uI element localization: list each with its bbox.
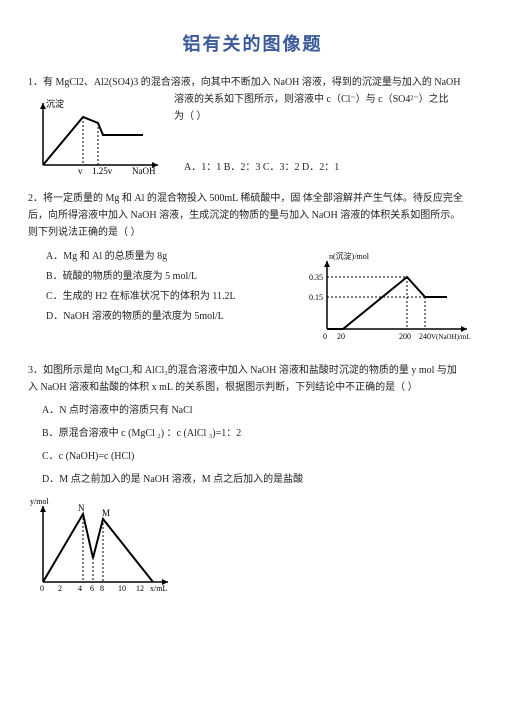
q3-ylabel: y/mol [30, 497, 49, 506]
q3-opt-d: D．M 点之前加入的是 NaOH 溶液，M 点之后加入的是盐酸 [42, 471, 477, 488]
q2-x-20: 20 [337, 332, 345, 341]
q3-x4: 4 [78, 584, 82, 593]
q3-chart: y/mol N M 0 2 4 6 8 10 12 x/mL [28, 494, 477, 594]
q3-x8: 8 [100, 584, 104, 593]
q3-lbl-n: N [78, 503, 85, 513]
q2-opt-b: B．硫酸的物质的量浓度为 5 mol/L [46, 267, 307, 287]
page-title: 铝有关的图像题 [28, 30, 477, 56]
q1-options: A．1：1 B．2：3 C．3：2 D．2：1 [184, 159, 449, 176]
q1-right-text: 溶液的关系如下图所示，则溶液中 c（Cl⁻）与 c（SO4²⁻）之比 为（ ） … [174, 91, 449, 176]
q3-x2: 2 [58, 584, 62, 593]
q1-line1: 1．有 MgCl2、Al2(SO4)3 的混合溶液，向其中不断加入 NaOH 溶… [28, 74, 477, 91]
q1-line3: 为（ ） [174, 108, 449, 125]
q1-tick-125v: 1.25v [92, 166, 113, 175]
q2-line3: 则下列说法正确的是（ ） [28, 224, 477, 241]
page: 铝有关的图像题 1．有 MgCl2、Al2(SO4)3 的混合溶液，向其中不断加… [0, 0, 505, 714]
q3-x10: 10 [118, 584, 126, 593]
q2-opt-d: D．NaOH 溶液的物质的量浓度为 5mol/L [46, 307, 307, 327]
q2-opt-c: C．生成的 H2 在标准状况下的体积为 11.2L [46, 287, 307, 307]
q3-options: A．N 点时溶液中的溶质只有 NaCl B．原混合溶液中 c (MgCl ₂) … [28, 402, 477, 488]
q3-line1: 3．如图所示是向 MgCl₂和 AlCl₃的混合溶液中加入 NaOH 溶液和盐酸… [28, 362, 477, 379]
q2-x-0: 0 [323, 332, 327, 341]
q3-opt-a: A．N 点时溶液中的溶质只有 NaCl [42, 402, 477, 419]
q3-opt-c: C．c (NaOH)=c (HCl) [42, 448, 477, 465]
q1-tick-v: v [78, 166, 83, 175]
q2-xlabel: V(NaOH)/mL [431, 333, 471, 341]
q3-opt-b: B．原混合溶液中 c (MgCl ₂) ：c (AlCl ₃)=1：2 [42, 425, 477, 442]
q2-ylabel: n(沉淀)/mol [329, 251, 370, 261]
q3-line2: 入 NaOH 溶液和盐酸的体积 x mL 的关系图，根据图示判断，下列结论中不正… [28, 379, 477, 396]
q3-x0: 0 [40, 584, 44, 593]
q3-lbl-m: M [102, 508, 110, 518]
q2-opt-a: A．Mg 和 Al 的总质量为 8g [46, 247, 307, 267]
q2-chart: n(沉淀)/mol 0.35 0.15 0 20 200 240 [307, 249, 477, 344]
q2-y-015: 0.15 [309, 293, 323, 302]
q3-x6: 6 [90, 584, 94, 593]
q2-x-200: 200 [399, 332, 411, 341]
q1-xlabel: NaOH [132, 166, 156, 175]
q3-xlabel: x/mL [150, 584, 167, 593]
question-3: 3．如图所示是向 MgCl₂和 AlCl₃的混合溶液中加入 NaOH 溶液和盐酸… [28, 362, 477, 594]
q3-x12: 12 [136, 584, 144, 593]
q2-x-240: 240 [419, 332, 431, 341]
question-2: 2．将一定质量的 Mg 和 Al 的混合物投入 500mL 稀硫酸中，固 体全部… [28, 190, 477, 344]
q1-line2: 溶液的关系如下图所示，则溶液中 c（Cl⁻）与 c（SO4²⁻）之比 [174, 91, 449, 108]
q1-ylabel: 沉淀 [46, 98, 64, 109]
question-1: 1．有 MgCl2、Al2(SO4)3 的混合溶液，向其中不断加入 NaOH 溶… [28, 74, 477, 176]
q2-options: A．Mg 和 Al 的总质量为 8g B．硫酸的物质的量浓度为 5 mol/L … [46, 247, 307, 344]
q2-y-035: 0.35 [309, 273, 323, 282]
q1-chart: 沉淀 v 1.25v NaOH [28, 95, 168, 176]
q2-line1: 2．将一定质量的 Mg 和 Al 的混合物投入 500mL 稀硫酸中，固 体全部… [28, 190, 477, 207]
q2-line2: 后，向所得溶液中加入 NaOH 溶液，生成沉淀的物质的量与加入 NaOH 溶液的… [28, 207, 477, 224]
